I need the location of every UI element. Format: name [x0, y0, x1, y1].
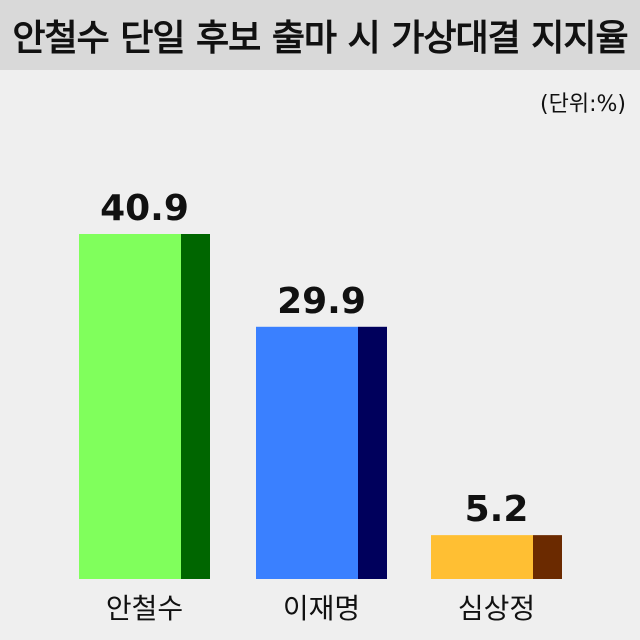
bar-side-2: [358, 326, 387, 579]
title-bar: 안철수 단일 후보 출마 시 가상대결 지지율: [0, 0, 640, 70]
category-label-3: 심상정: [458, 592, 535, 625]
bar-front-1: [79, 234, 181, 579]
category-label-1: 안철수: [106, 592, 183, 625]
bar-side-1: [181, 234, 210, 579]
bar-side-3: [533, 535, 562, 579]
unit-note: (단위:%): [540, 92, 626, 117]
value-label-3: 5.2: [465, 489, 529, 530]
value-label-1: 40.9: [100, 188, 189, 229]
value-label-2: 29.9: [277, 281, 366, 322]
category-label-2: 이재명: [283, 592, 360, 625]
bar-front-3: [431, 535, 533, 579]
bar-front-2: [256, 326, 358, 579]
chart-title: 안철수 단일 후보 출마 시 가상대결 지지율: [12, 18, 628, 59]
